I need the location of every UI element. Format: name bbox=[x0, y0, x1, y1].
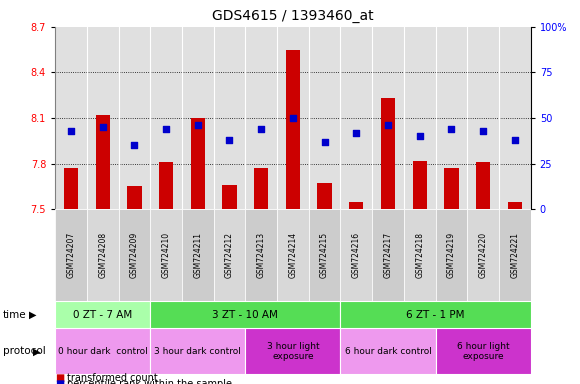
Text: GSM724209: GSM724209 bbox=[130, 232, 139, 278]
Bar bbox=[245, 209, 277, 301]
Text: 3 ZT - 10 AM: 3 ZT - 10 AM bbox=[212, 310, 278, 320]
Bar bbox=[436, 328, 531, 374]
Text: GSM724221: GSM724221 bbox=[510, 232, 519, 278]
Point bbox=[225, 137, 234, 143]
Point bbox=[193, 122, 202, 129]
Text: GSM724211: GSM724211 bbox=[193, 232, 202, 278]
Bar bbox=[499, 209, 531, 301]
Text: time: time bbox=[3, 310, 27, 320]
Bar bbox=[182, 209, 213, 301]
Bar bbox=[317, 184, 332, 209]
Bar bbox=[55, 301, 150, 328]
Bar bbox=[436, 209, 467, 301]
Bar bbox=[340, 301, 531, 328]
Bar bbox=[277, 209, 309, 301]
Point bbox=[288, 115, 298, 121]
Text: 0 hour dark  control: 0 hour dark control bbox=[58, 347, 147, 356]
Bar bbox=[412, 161, 427, 209]
Bar bbox=[150, 301, 340, 328]
Text: percentile rank within the sample: percentile rank within the sample bbox=[67, 379, 231, 384]
Point bbox=[447, 126, 456, 132]
Text: 0 ZT - 7 AM: 0 ZT - 7 AM bbox=[73, 310, 132, 320]
Point bbox=[478, 128, 488, 134]
Bar bbox=[309, 209, 340, 301]
Text: ■: ■ bbox=[55, 373, 64, 383]
Text: GSM724217: GSM724217 bbox=[383, 232, 393, 278]
Point bbox=[383, 122, 393, 129]
Text: ▶: ▶ bbox=[33, 346, 40, 356]
Point bbox=[130, 142, 139, 149]
Text: ■: ■ bbox=[55, 379, 64, 384]
Bar bbox=[127, 187, 142, 209]
Text: ▶: ▶ bbox=[30, 310, 37, 320]
Bar bbox=[150, 209, 182, 301]
Text: GSM724218: GSM724218 bbox=[415, 232, 424, 278]
Point bbox=[510, 137, 520, 143]
Bar bbox=[222, 185, 237, 209]
Bar bbox=[55, 209, 87, 301]
Text: GSM724216: GSM724216 bbox=[352, 232, 361, 278]
Text: 3 hour light
exposure: 3 hour light exposure bbox=[267, 342, 319, 361]
Text: 6 ZT - 1 PM: 6 ZT - 1 PM bbox=[407, 310, 465, 320]
Bar bbox=[340, 328, 436, 374]
Text: transformed count: transformed count bbox=[67, 373, 157, 383]
Bar bbox=[372, 209, 404, 301]
Bar bbox=[159, 162, 173, 209]
Text: protocol: protocol bbox=[3, 346, 46, 356]
Bar bbox=[467, 209, 499, 301]
Bar bbox=[349, 202, 364, 209]
Point bbox=[66, 128, 75, 134]
Text: 6 hour dark control: 6 hour dark control bbox=[345, 347, 432, 356]
Text: GSM724214: GSM724214 bbox=[288, 232, 298, 278]
Text: GSM724215: GSM724215 bbox=[320, 232, 329, 278]
Bar bbox=[96, 115, 110, 209]
Text: GSM724213: GSM724213 bbox=[257, 232, 266, 278]
Point bbox=[256, 126, 266, 132]
Bar bbox=[150, 328, 245, 374]
Text: 3 hour dark control: 3 hour dark control bbox=[154, 347, 241, 356]
Point bbox=[351, 130, 361, 136]
Bar bbox=[191, 118, 205, 209]
Bar bbox=[64, 168, 78, 209]
Text: GSM724210: GSM724210 bbox=[162, 232, 171, 278]
Text: GSM724212: GSM724212 bbox=[225, 232, 234, 278]
Text: GSM724219: GSM724219 bbox=[447, 232, 456, 278]
Bar bbox=[476, 162, 490, 209]
Text: 6 hour light
exposure: 6 hour light exposure bbox=[457, 342, 509, 361]
Bar bbox=[381, 98, 395, 209]
Point bbox=[320, 139, 329, 145]
Text: GSM724207: GSM724207 bbox=[67, 232, 75, 278]
Point bbox=[415, 133, 425, 139]
Bar bbox=[118, 209, 150, 301]
Title: GDS4615 / 1393460_at: GDS4615 / 1393460_at bbox=[212, 9, 374, 23]
Bar bbox=[254, 168, 269, 209]
Text: GSM724208: GSM724208 bbox=[98, 232, 107, 278]
Bar bbox=[245, 328, 340, 374]
Bar bbox=[508, 202, 522, 209]
Point bbox=[98, 124, 107, 130]
Bar bbox=[87, 209, 118, 301]
Text: GSM724220: GSM724220 bbox=[478, 232, 488, 278]
Bar bbox=[340, 209, 372, 301]
Bar bbox=[404, 209, 436, 301]
Bar bbox=[213, 209, 245, 301]
Point bbox=[161, 126, 171, 132]
Bar bbox=[286, 50, 300, 209]
Bar bbox=[55, 328, 150, 374]
Bar bbox=[444, 168, 459, 209]
